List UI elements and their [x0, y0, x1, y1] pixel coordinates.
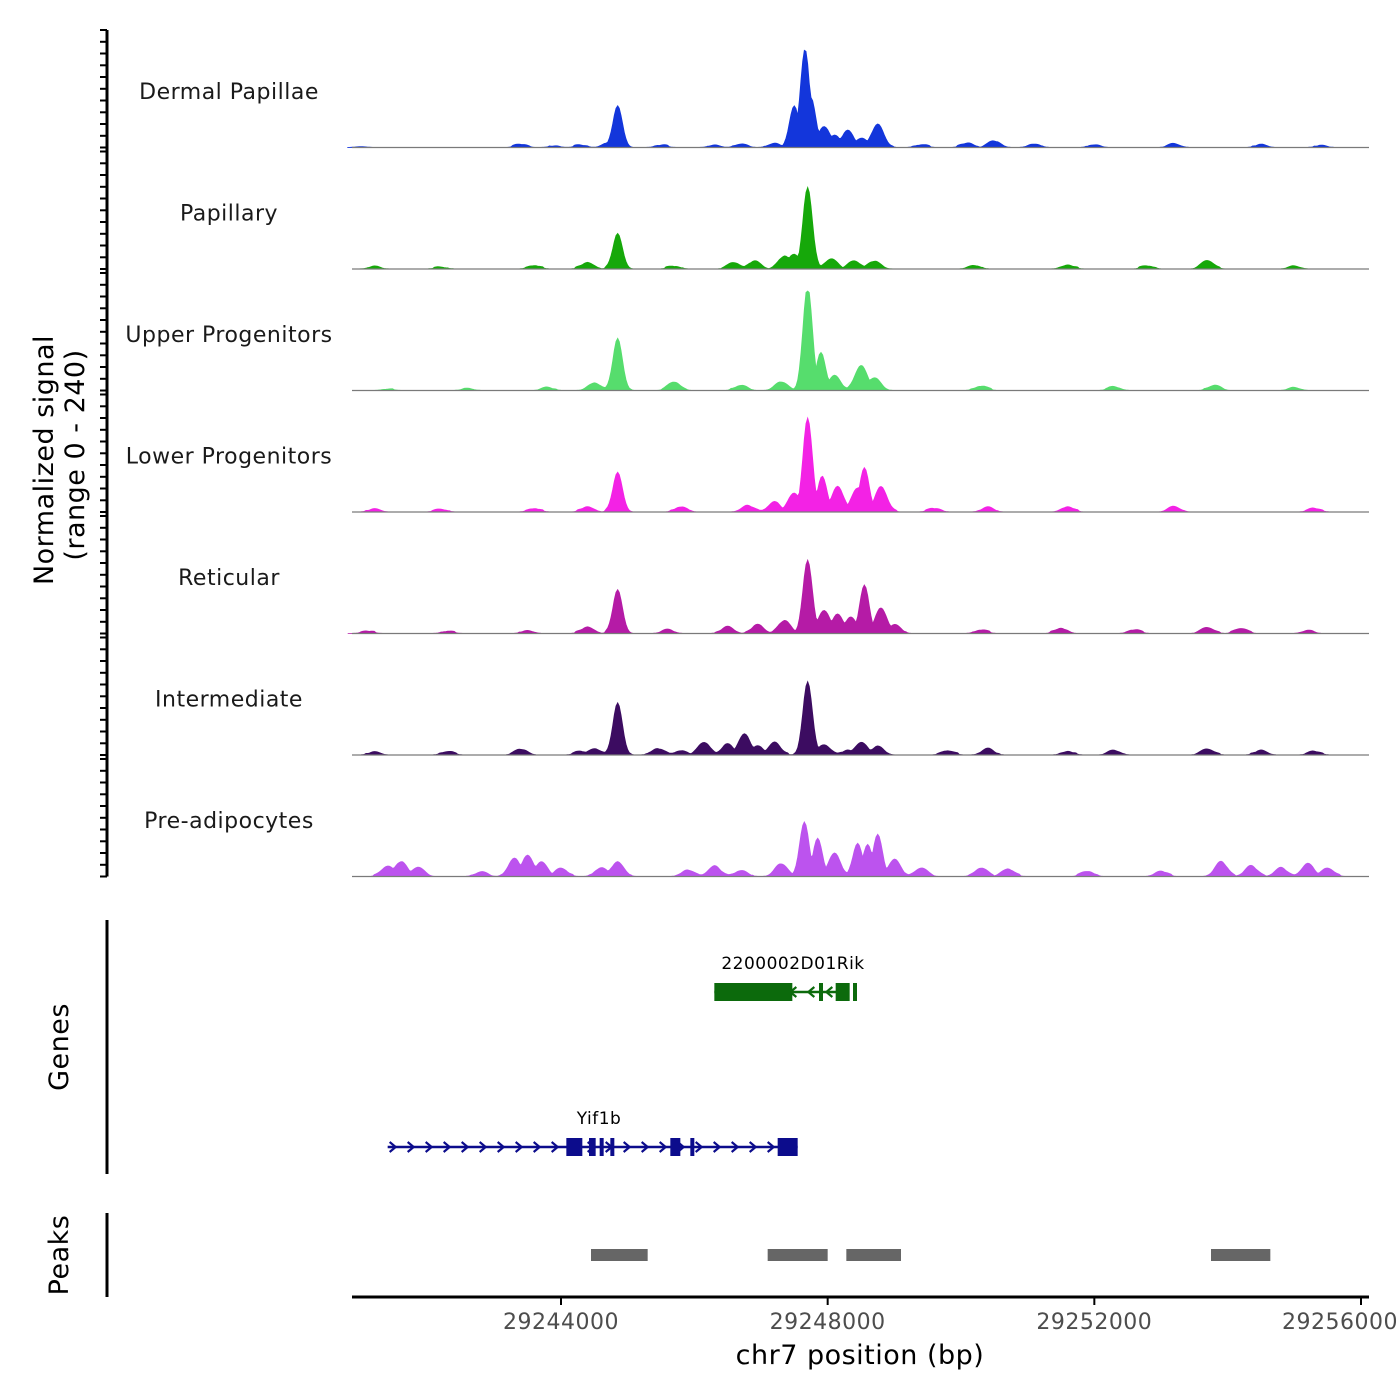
exon [714, 983, 793, 1001]
strand-arrow [532, 1141, 542, 1153]
strand-arrow [460, 1141, 470, 1153]
coverage-track-1: Dermal Papillae [139, 49, 1369, 149]
peaks-label: Peaks [44, 1215, 75, 1296]
strand-arrow [824, 986, 834, 998]
track-label: Dermal Papillae [139, 80, 319, 105]
track-label: Pre-adipocytes [144, 809, 314, 834]
exon [819, 983, 823, 1001]
strand-arrow [730, 1141, 740, 1153]
coverage-area [354, 186, 1315, 270]
coverage-tracks: Dermal Papillae Papillary Upper Progenitor… [125, 49, 1369, 878]
track-label: Intermediate [155, 688, 303, 713]
x-tick-label: 29252000 [1036, 1310, 1152, 1335]
coverage-track-5: Reticular [178, 558, 1369, 635]
genes-track: 2200002D01Rik Yif1b [387, 954, 864, 1156]
exon [670, 1138, 681, 1156]
genes-label: Genes [44, 1003, 75, 1091]
peak-region [846, 1249, 901, 1261]
peaks-track [591, 1249, 1271, 1261]
coverage-track-3: Upper Progenitors [125, 290, 1369, 392]
strand-arrow [514, 1141, 524, 1153]
exon [690, 1138, 695, 1156]
gene-name: 2200002D01Rik [721, 954, 864, 974]
strand-arrow [442, 1141, 452, 1153]
exon [835, 983, 850, 1001]
coverage-area [354, 416, 1335, 513]
strand-arrow [406, 1141, 416, 1153]
exon [610, 1138, 615, 1156]
strand-arrow [478, 1141, 488, 1153]
exon [566, 1138, 583, 1156]
track-label: Papillary [180, 202, 278, 227]
exon [853, 983, 857, 1001]
strand-arrow [622, 1141, 632, 1153]
exon [599, 1138, 604, 1156]
gene-2200002D01Rik: 2200002D01Rik [714, 954, 864, 1001]
coverage-ylabel-line2: (range 0 - 240) [60, 349, 91, 560]
x-axis-title: chr7 position (bp) [736, 1340, 985, 1371]
coverage-track-7: Pre-adipocytes [144, 809, 1369, 878]
strand-arrow [806, 986, 816, 998]
peak-region [767, 1249, 828, 1261]
x-axis: 29244000 29248000 29252000 29256000 [352, 1295, 1398, 1335]
peak-region [591, 1249, 648, 1261]
strand-arrow [496, 1141, 506, 1153]
coverage-y-axis [100, 29, 109, 878]
coverage-area [347, 49, 1341, 148]
strand-arrow [712, 1141, 722, 1153]
strand-arrow [748, 1141, 758, 1153]
coverage-track-6: Intermediate [155, 680, 1369, 756]
exon [589, 1138, 596, 1156]
strand-arrow [388, 1141, 398, 1153]
coverage-area [367, 290, 1315, 391]
x-tick-label: 29244000 [503, 1310, 619, 1335]
coverage-track-2: Papillary [180, 186, 1369, 270]
coverage-ylabel-line1: Normalized signal [29, 335, 60, 585]
gene-name: Yif1b [576, 1109, 622, 1129]
strand-arrow [766, 1141, 776, 1153]
strand-arrow [658, 1141, 668, 1153]
strand-arrow [694, 1141, 704, 1153]
coverage-track-4: Lower Progenitors [126, 416, 1369, 513]
strand-arrow [550, 1141, 560, 1153]
strand-arrow [640, 1141, 650, 1153]
track-label: Upper Progenitors [125, 323, 332, 348]
peak-region [1211, 1249, 1271, 1261]
x-tick-label: 29256000 [1282, 1310, 1398, 1335]
coverage-area [367, 820, 1348, 877]
x-tick-label: 29248000 [770, 1310, 886, 1335]
strand-arrow [424, 1141, 434, 1153]
exon [777, 1138, 798, 1156]
coverage-area [347, 558, 1328, 634]
coverage-area [354, 680, 1335, 756]
track-label: Lower Progenitors [126, 445, 332, 470]
gene-Yif1b: Yif1b [387, 1109, 798, 1156]
track-label: Reticular [178, 566, 280, 591]
